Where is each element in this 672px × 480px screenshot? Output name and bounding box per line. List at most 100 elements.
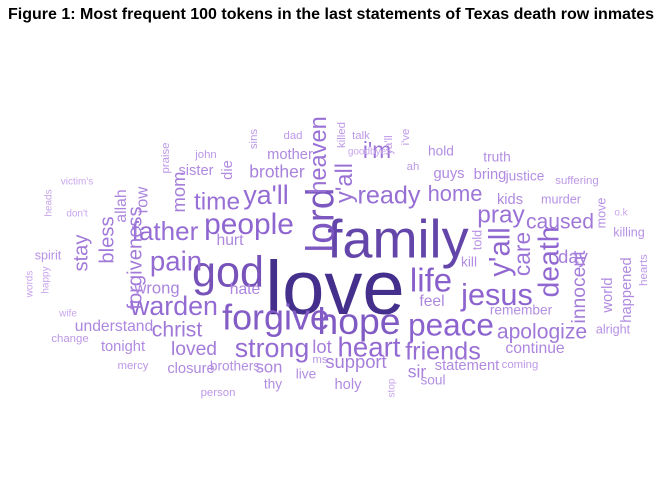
word-time: time (194, 188, 240, 215)
word-heaven: heaven (306, 116, 332, 193)
word-allah: allah (113, 189, 130, 222)
word-happened: happened (619, 257, 635, 322)
word-thy: thy (264, 377, 282, 392)
word-suffering: suffering (555, 175, 598, 187)
word-happy: happy (41, 266, 52, 293)
word-family: family (327, 209, 468, 269)
word-ms: ms (312, 354, 327, 366)
word-lord: lord (299, 188, 342, 253)
word-loved: loved (171, 339, 217, 360)
word-soul: soul (420, 373, 445, 388)
word-hurt: hurt (216, 232, 244, 249)
word-wrong: wrong (133, 278, 179, 297)
word-mom: mom (168, 172, 189, 213)
word-warden: warden (129, 291, 218, 321)
word-live: live (296, 367, 317, 382)
word-john: john (194, 149, 217, 161)
word-caused: caused (526, 211, 594, 234)
word-dad: dad (283, 130, 302, 142)
word-brothers: brothers (210, 359, 260, 374)
word-i-ve: i've (400, 129, 412, 146)
word-goodbye: goodbye (348, 147, 387, 158)
word-continue: continue (505, 340, 565, 357)
word-victim-s: victim's (61, 177, 93, 188)
word-praise: praise (160, 142, 172, 173)
word-alright: alright (596, 322, 631, 336)
word-hold: hold (428, 144, 454, 159)
word-change: change (51, 333, 88, 345)
word-love: love (265, 246, 404, 331)
word-care: care (509, 232, 535, 276)
word-move: move (594, 198, 608, 229)
word-people: people (204, 208, 294, 241)
word-jesus: jesus (460, 277, 533, 312)
word-pain: pain (150, 245, 202, 276)
word-ya-ll: ya'll (243, 180, 288, 210)
word-y-all: y'all (332, 163, 358, 203)
word-o-k: o.k (614, 208, 628, 219)
word-understand: understand (75, 318, 154, 335)
word-guys: guys (433, 166, 464, 182)
word-peace: peace (408, 306, 494, 342)
word-lot: lot (312, 336, 331, 357)
word-person: person (201, 387, 236, 399)
word-talk: talk (352, 130, 370, 142)
word-world: world (600, 277, 616, 313)
word-words: words (25, 271, 36, 299)
word-sister: sister (178, 163, 213, 179)
word-hope: hope (317, 300, 400, 342)
word-apologize: apologize (497, 321, 587, 344)
word-friends: friends (405, 338, 481, 366)
word-statement: statement (435, 358, 500, 374)
word-god: god (192, 248, 264, 296)
word-tonight: tonight (101, 339, 145, 355)
word-christ: christ (152, 319, 203, 342)
word-remember: remember (490, 303, 553, 318)
word-ya-ll: ya'll (383, 135, 395, 154)
word-ah: ah (407, 161, 420, 173)
word-kids: kids (497, 192, 523, 208)
word-bless: bless (96, 216, 118, 263)
word-wife: wife (58, 309, 77, 320)
word-stay: stay (70, 234, 92, 272)
word-heads: heads (44, 189, 55, 216)
word-innocent: innocent (569, 250, 590, 324)
word-holy: holy (335, 377, 363, 393)
word-closure: closure (167, 361, 214, 377)
word-mother: mother (267, 147, 313, 163)
word-heart: heart (338, 331, 401, 362)
word-killed: killed (336, 122, 348, 148)
word-forgiveness: forgiveness (124, 206, 146, 309)
word-hate: hate (230, 281, 261, 298)
word-pray: pray (477, 201, 525, 228)
word-y-all: y'all (485, 227, 517, 276)
word-justice: justice (505, 169, 545, 184)
word-strong: strong (235, 333, 309, 363)
word-hearts: hearts (638, 254, 650, 286)
word-life: life (410, 262, 452, 299)
word-kill: kill (461, 255, 477, 270)
word-killing: killing (613, 225, 645, 239)
word-don-t: don't (66, 209, 88, 220)
word-coming: coming (502, 359, 539, 371)
word-truth: truth (483, 150, 510, 165)
word-brother: brother (249, 162, 305, 182)
word-death: death (534, 226, 566, 297)
word-father: father (132, 216, 199, 246)
word-ready: ready (357, 182, 420, 210)
word-row: row (132, 186, 151, 214)
word-i-m: i'm (363, 137, 391, 163)
word-support: support (325, 351, 386, 372)
word-sins: sins (248, 129, 260, 150)
word-told: told (470, 230, 484, 250)
word-die: die (220, 160, 236, 180)
word-stop: stop (387, 378, 398, 397)
word-day: day (558, 246, 588, 267)
word-bring: bring (474, 167, 507, 183)
word-home: home (428, 181, 483, 206)
word-mercy: mercy (117, 360, 148, 372)
word-sir: sir (408, 362, 427, 382)
word-feel: feel (419, 293, 444, 310)
word-son: son (256, 357, 283, 376)
word-murder: murder (541, 192, 581, 206)
